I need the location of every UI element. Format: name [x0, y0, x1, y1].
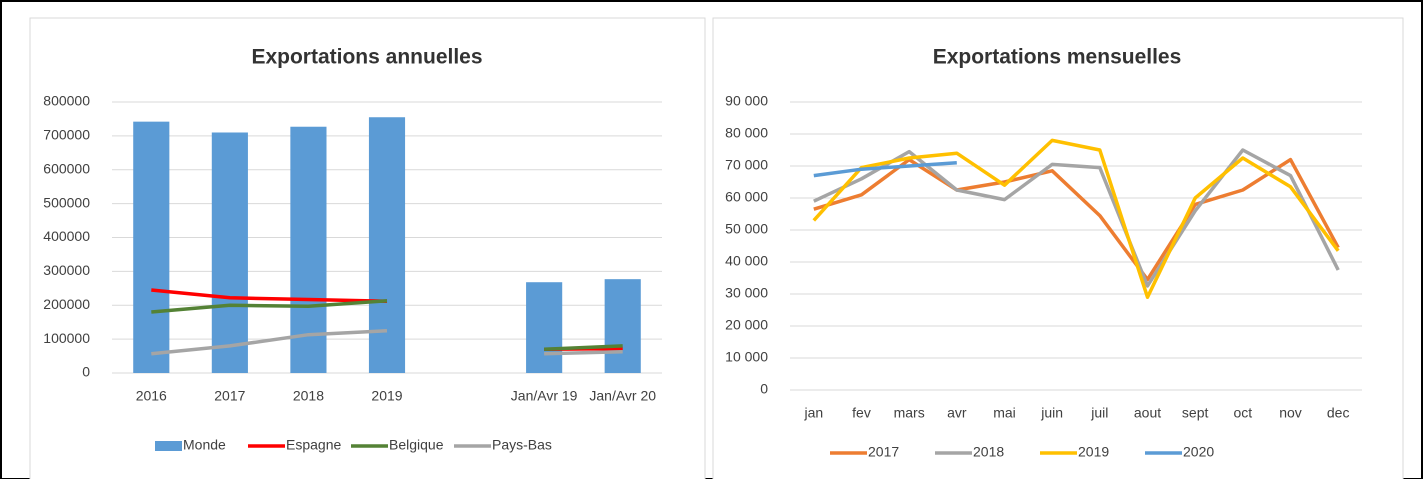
y-tick-label: 90 000: [725, 93, 768, 109]
chart-title: Exportations mensuelles: [933, 46, 1182, 69]
bar: [368, 117, 406, 374]
line: [812, 138, 1340, 299]
legend-label: 2018: [973, 444, 1004, 460]
y-tick-label: 40 000: [725, 253, 768, 269]
y-tick-label: 50 000: [725, 221, 768, 237]
x-tick-label: mai: [993, 405, 1016, 421]
y-tick-label: 60 000: [725, 189, 768, 205]
legend-label: Espagne: [286, 437, 341, 453]
legend-label: Pays-Bas: [492, 437, 552, 453]
bar: [526, 282, 563, 373]
chart-frame: [29, 17, 706, 479]
x-tick-label: Jan/Avr 20: [589, 388, 656, 404]
legend-label: 2020: [1183, 444, 1214, 460]
y-tick-label: 20 000: [725, 317, 768, 333]
line: [813, 161, 957, 178]
x-tick-label: avr: [947, 405, 967, 421]
x-tick-label: Jan/Avr 19: [511, 388, 578, 404]
line: [151, 328, 623, 356]
legend-label: Belgique: [389, 437, 444, 453]
x-tick-label: oct: [1233, 405, 1252, 421]
x-tick-label: 2017: [214, 388, 245, 404]
x-tick-label: nov: [1279, 405, 1302, 421]
y-tick-label: 600000: [43, 160, 90, 176]
y-tick-label: 0: [760, 381, 768, 397]
chart-title: Exportations annuelles: [251, 46, 482, 69]
y-tick-label: 200000: [43, 296, 90, 312]
chart-frame: [712, 17, 1404, 479]
line: [813, 148, 1340, 288]
y-tick-label: 500000: [43, 194, 90, 210]
x-tick-label: mars: [894, 405, 925, 421]
legend-label: 2019: [1078, 444, 1109, 460]
y-tick-label: 800000: [43, 93, 90, 109]
y-tick-label: 10 000: [725, 349, 768, 365]
line: [151, 299, 623, 352]
x-tick-label: juin: [1040, 405, 1063, 421]
x-tick-label: fev: [852, 405, 871, 421]
bar: [211, 132, 248, 373]
x-tick-label: 2019: [371, 388, 402, 404]
x-tick-label: aout: [1134, 405, 1161, 421]
y-tick-label: 70 000: [725, 157, 768, 173]
legend-label: 2017: [868, 444, 899, 460]
y-tick-label: 30 000: [725, 285, 768, 301]
x-tick-label: dec: [1327, 405, 1350, 421]
legend-label: Monde: [183, 437, 226, 453]
x-tick-label: juil: [1090, 405, 1108, 421]
bar: [604, 279, 641, 373]
y-tick-label: 0: [82, 364, 90, 380]
y-tick-label: 100000: [43, 330, 90, 346]
x-tick-label: jan: [803, 405, 823, 421]
x-tick-label: 2018: [293, 388, 324, 404]
y-tick-label: 80 000: [725, 125, 768, 141]
y-tick-label: 300000: [43, 262, 90, 278]
bar: [290, 126, 327, 373]
x-tick-label: 2016: [136, 388, 167, 404]
x-tick-label: sept: [1182, 405, 1209, 421]
y-tick-label: 700000: [43, 127, 90, 143]
bar: [133, 121, 170, 374]
y-tick-label: 400000: [43, 228, 90, 244]
legend-swatch: [155, 441, 182, 451]
